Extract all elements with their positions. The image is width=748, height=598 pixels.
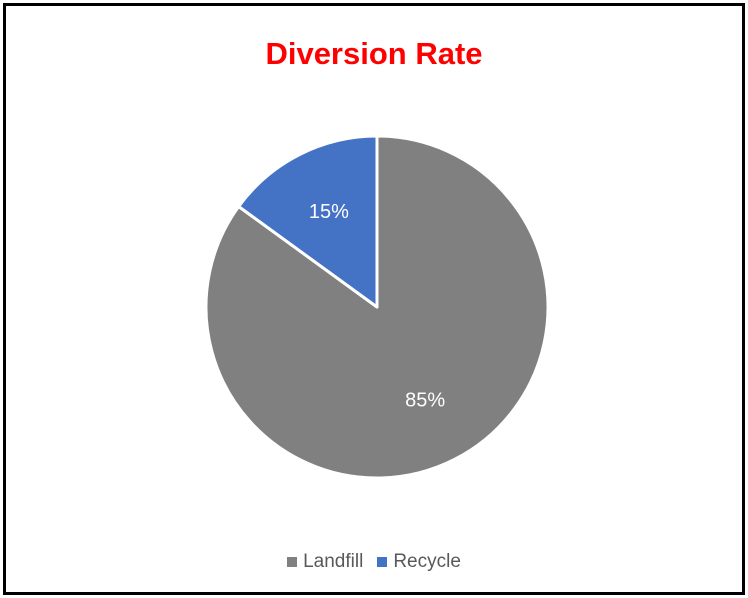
- pie-slice-recycle: [237, 134, 379, 309]
- legend-swatch-landfill: [287, 557, 298, 567]
- legend-item-landfill: Landfill: [287, 551, 363, 573]
- pie-chart: 85% 15%: [204, 134, 550, 480]
- legend-label-recycle: Recycle: [393, 551, 461, 572]
- legend-swatch-recycle: [377, 557, 388, 567]
- chart-title: Diversion Rate: [265, 36, 483, 71]
- legend-label-landfill: Landfill: [303, 551, 364, 572]
- pie-slice-landfill: [204, 134, 550, 480]
- data-label-recycle: 15%: [309, 201, 349, 223]
- chart-legend: Landfill Recycle: [6, 551, 742, 573]
- data-label-landfill: 85%: [405, 390, 445, 412]
- legend-item-recycle: Recycle: [377, 551, 461, 573]
- chart-frame: Diversion Rate 85% 15% Landfill Recycle: [3, 3, 745, 595]
